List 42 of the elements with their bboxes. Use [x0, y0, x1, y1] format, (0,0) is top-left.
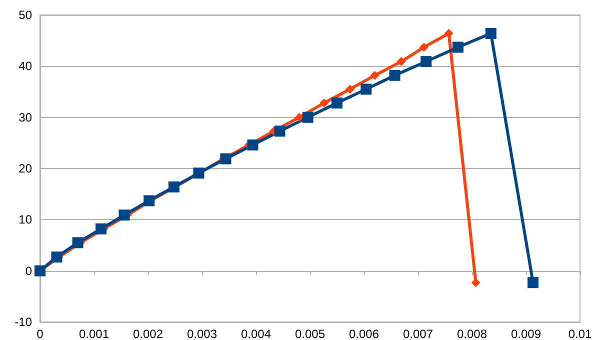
point	[370, 70, 380, 80]
point	[485, 28, 496, 39]
point	[320, 98, 329, 108]
x-tick-label: 0.002	[132, 327, 164, 340]
point	[168, 181, 180, 192]
point	[452, 42, 464, 53]
x-tick-label: 0.003	[186, 327, 218, 340]
point	[420, 56, 432, 68]
point	[419, 42, 428, 52]
point	[444, 28, 454, 38]
point	[360, 84, 372, 95]
x-tick-label: 0.004	[240, 327, 272, 340]
point	[302, 112, 314, 123]
y-tick-label: 40	[18, 59, 32, 74]
point	[274, 126, 286, 137]
point	[144, 195, 155, 206]
point	[96, 223, 107, 234]
y-tick-label: 0	[25, 264, 32, 278]
x-tick-label: 0.006	[348, 327, 380, 340]
point	[471, 278, 480, 288]
point	[72, 237, 84, 248]
point	[345, 84, 354, 94]
x-tick-label: 0.007	[402, 327, 434, 340]
point	[220, 153, 232, 164]
x-tick-label: 0.009	[510, 327, 542, 340]
point	[528, 277, 539, 288]
y-tick-label: 10	[18, 212, 32, 227]
y-tick-label: 30	[18, 110, 32, 124]
point	[396, 57, 406, 66]
y-tick-label: 50	[18, 8, 32, 22]
point	[51, 252, 62, 263]
x-tick-label: 0.001	[78, 327, 110, 340]
y-tick-label: -10	[14, 315, 32, 329]
point	[247, 139, 258, 150]
y-tick-label: 20	[18, 162, 32, 176]
point	[389, 70, 400, 81]
x-tick-label: 0	[36, 327, 44, 340]
x-tick-label: 0.005	[294, 327, 326, 340]
x-tick-label: 0.008	[456, 327, 488, 340]
point	[332, 98, 342, 109]
point	[118, 210, 130, 221]
x-tick-label: 0.01	[568, 327, 592, 340]
